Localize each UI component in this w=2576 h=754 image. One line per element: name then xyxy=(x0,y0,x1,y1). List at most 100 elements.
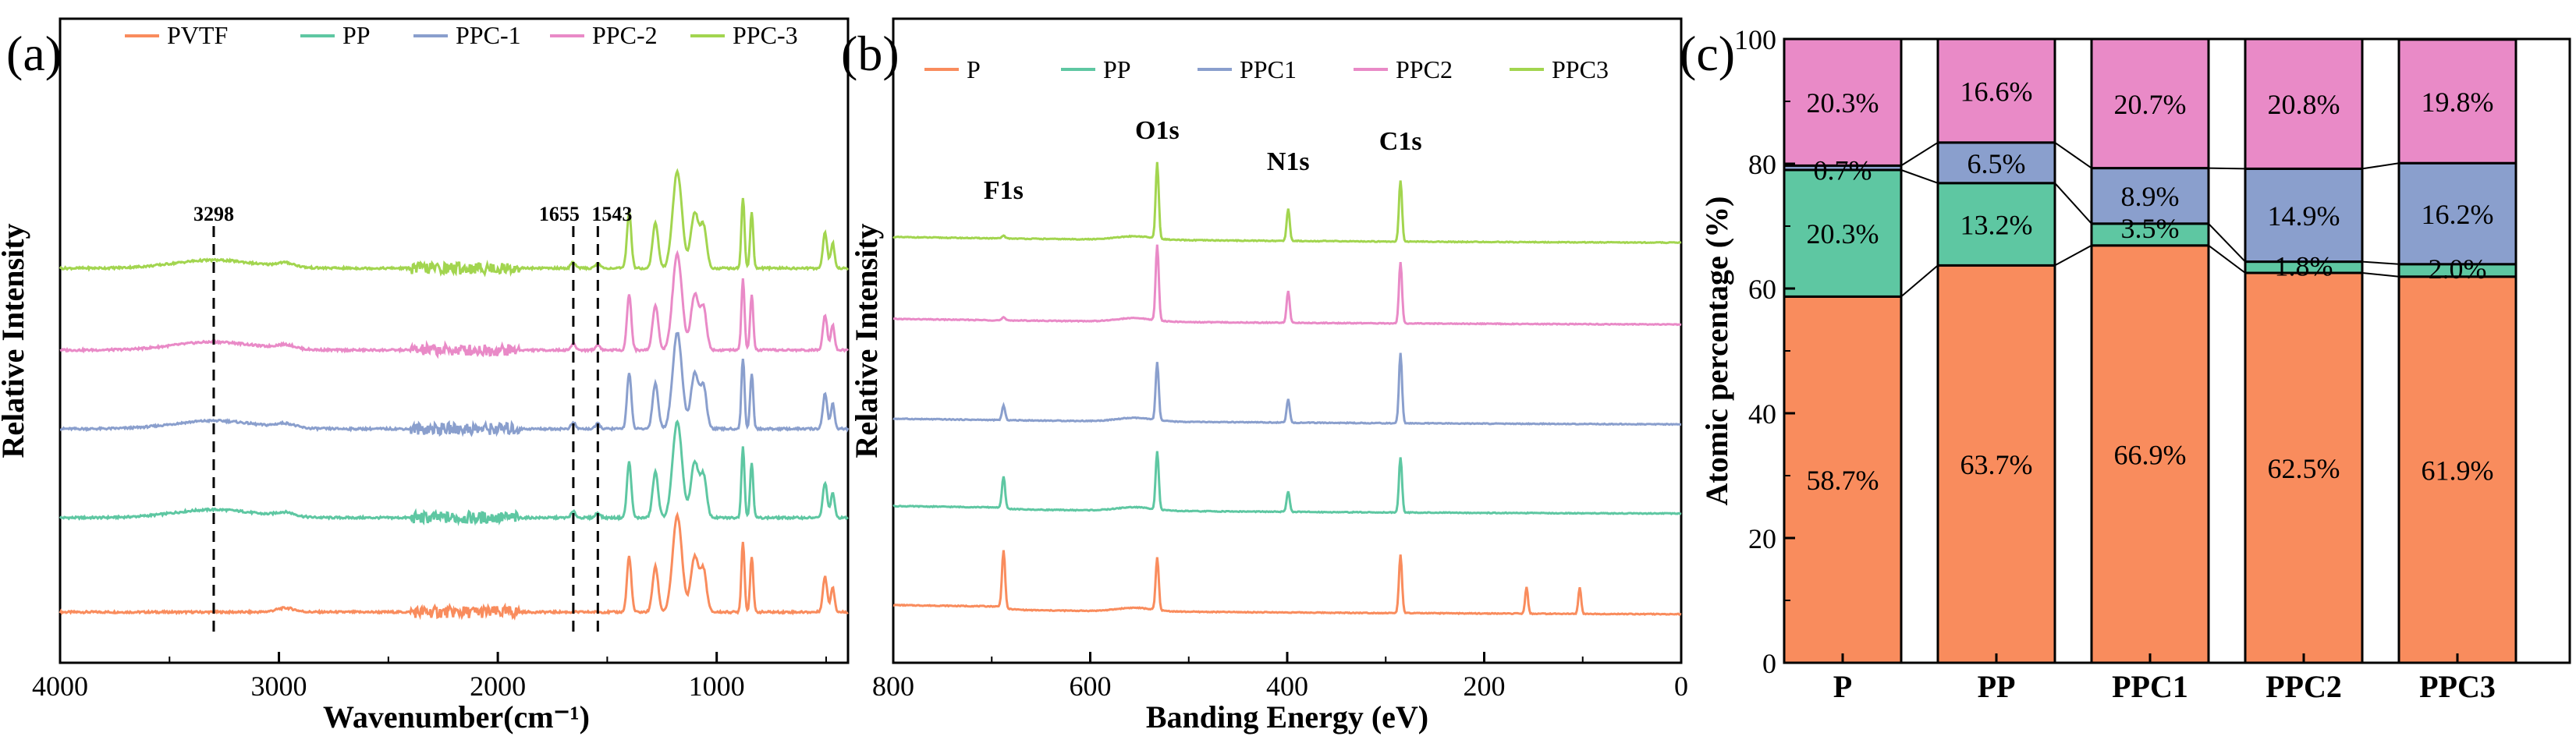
spectrum-line-ppc-1 xyxy=(59,331,850,437)
data-label-ppc1-top: 20.7% xyxy=(2114,89,2187,120)
panel-b-spectra xyxy=(892,161,1682,616)
y-tick-label-80: 80 xyxy=(1748,149,1776,180)
xps-line-ppc2 xyxy=(893,244,1682,327)
panel-b-frame xyxy=(892,17,1683,664)
spectrum-line-ppc-2 xyxy=(59,250,850,359)
panel-b-label: (b) xyxy=(841,26,899,81)
panel-c-data-labels: 58.7% 20.3% 0.7% 20.3% 63.7% 13.2% 6.5% 16.6% 66… xyxy=(1807,76,2494,496)
panel-b-x-axis: 800 600 400 200 0 xyxy=(872,652,1688,702)
y-tick-label-20: 20 xyxy=(1748,523,1776,554)
panel-c-y-axis: 0 20 40 60 80 100 xyxy=(1734,24,1795,679)
legend-label-p: P xyxy=(967,55,981,83)
data-label-ppc2-third: 14.9% xyxy=(2268,200,2340,232)
legend-label-pp: PP xyxy=(342,21,371,49)
bar-ppc1-third xyxy=(2090,167,2210,225)
panel-a-legend: PVTF PP PPC-1 PPC-2 PPC-3 xyxy=(125,21,798,49)
x-tick-label-200: 200 xyxy=(1464,671,1506,702)
panel-a-x-axis: 4000 3000 2000 1000 xyxy=(32,652,827,702)
x-tick-label-ppc2: PPC2 xyxy=(2266,669,2342,704)
bar-pp-third xyxy=(1936,141,2056,185)
data-label-ppc2-second: 1.8% xyxy=(2275,251,2333,282)
y-tick-label-100: 100 xyxy=(1734,24,1776,55)
data-label-pp-bottom: 63.7% xyxy=(1960,449,2033,480)
connector-2-0 xyxy=(2208,244,2246,274)
xps-line-pp xyxy=(892,451,1682,515)
data-label-ppc1-bottom: 66.9% xyxy=(2114,439,2187,470)
legend-label-ppc-1: PPC-1 xyxy=(456,21,521,49)
xps-line-ppc1 xyxy=(892,352,1682,427)
connector-2-1 xyxy=(2208,223,2246,263)
data-label-ppc2-bottom: 62.5% xyxy=(2268,453,2340,484)
bar-p-second xyxy=(1783,168,1903,298)
data-label-ppc1-third: 8.9% xyxy=(2121,181,2180,212)
legend-label-pvtf: PVTF xyxy=(167,21,228,49)
legend-label-ppc1: PPC1 xyxy=(1240,55,1297,83)
x-tick-label-1000: 1000 xyxy=(689,671,745,702)
x-tick-label-pp: PP xyxy=(1978,669,2016,704)
peak-label-n1s: N1s xyxy=(1267,147,1310,176)
connector-0-0 xyxy=(1900,264,1939,298)
panel-a-annotations: 3298 1655 1543 xyxy=(193,203,632,632)
x-tick-label-4000: 4000 xyxy=(32,671,88,702)
panel-b-peak-labels: F1s O1s N1s C1s xyxy=(984,116,1422,205)
connector-1-2 xyxy=(2054,141,2092,169)
data-label-p-top: 20.3% xyxy=(1807,87,1879,119)
spectrum-line-ppc-3 xyxy=(59,168,850,278)
data-label-ppc3-top: 19.8% xyxy=(2422,87,2494,118)
panel-c-bars xyxy=(1783,37,2517,664)
panel-b-legend: P PP PPC1 PPC2 PPC3 xyxy=(924,55,1609,83)
panel-a-spectra xyxy=(59,168,850,621)
annotation-label-1543: 1543 xyxy=(591,203,632,225)
panel-c-x-axis: P PP PPC1 PPC2 PPC3 xyxy=(1833,653,2496,704)
panel-c: (c) 58.7% 20.3% 0.7% 20.3% 63.7% 13.2% 6.5% 16.… xyxy=(1680,24,2571,704)
peak-label-f1s: F1s xyxy=(984,176,1024,205)
connector-0-2 xyxy=(1900,141,1939,167)
panel-a-label: (a) xyxy=(6,26,62,81)
peak-label-o1s: O1s xyxy=(1135,116,1180,145)
data-label-pp-top: 16.6% xyxy=(1960,76,2033,107)
annotation-label-3298: 3298 xyxy=(193,203,234,225)
data-label-ppc1-second: 3.5% xyxy=(2121,213,2180,244)
data-label-ppc3-bottom: 61.9% xyxy=(2422,455,2494,486)
bar-ppc2-third xyxy=(2244,167,2364,264)
x-tick-label-p: P xyxy=(1833,669,1852,704)
panel-b-xlabel: Banding Energy (eV) xyxy=(1146,699,1428,735)
x-tick-label-ppc3: PPC3 xyxy=(2419,669,2496,704)
data-label-ppc2-top: 20.8% xyxy=(2268,89,2340,120)
x-tick-label-800: 800 xyxy=(872,671,914,702)
data-label-p-third: 0.7% xyxy=(1814,154,1872,186)
connector-3-1 xyxy=(2361,260,2400,265)
connector-1-1 xyxy=(2054,182,2092,225)
y-tick-label-40: 40 xyxy=(1748,398,1776,430)
panel-a: (a) 3298 1655 1543 4000 3000 2000 1000 PVTF PP… xyxy=(0,17,850,735)
legend-label-ppc-2: PPC-2 xyxy=(592,21,658,49)
spectrum-line-pvtf xyxy=(59,511,849,621)
bar-p-bottom xyxy=(1783,295,1903,664)
x-tick-label-0: 0 xyxy=(1674,671,1688,702)
annotation-label-1655: 1655 xyxy=(539,203,580,225)
data-label-pp-second: 13.2% xyxy=(1960,210,2033,241)
panel-b-ylabel: Relative Intensity xyxy=(849,223,884,458)
data-label-p-second: 20.3% xyxy=(1807,218,1879,250)
legend-label-ppc3: PPC3 xyxy=(1552,55,1609,83)
connector-2-2 xyxy=(2208,167,2246,170)
data-label-pp-third: 6.5% xyxy=(1967,148,2026,179)
spectrum-line-pp xyxy=(59,419,849,526)
y-tick-label-0: 0 xyxy=(1762,648,1776,679)
panel-c-label: (c) xyxy=(1680,26,1735,81)
x-tick-label-600: 600 xyxy=(1070,671,1112,702)
bar-ppc1-bottom xyxy=(2090,244,2210,664)
panel-c-ylabel: Atomic percentage (%) xyxy=(1699,196,1734,506)
bar-pp-top xyxy=(1936,37,2056,144)
x-tick-label-2000: 2000 xyxy=(470,671,526,702)
bar-p-top xyxy=(1783,37,1903,167)
panel-a-xlabel: Wavenumber(cm⁻¹) xyxy=(323,699,590,735)
x-tick-label-ppc1: PPC1 xyxy=(2112,669,2188,704)
panel-c-connectors xyxy=(1900,141,2400,298)
panel-a-ylabel: Relative Intensity xyxy=(0,223,30,458)
panel-a-frame xyxy=(59,17,850,664)
x-tick-label-400: 400 xyxy=(1266,671,1308,702)
